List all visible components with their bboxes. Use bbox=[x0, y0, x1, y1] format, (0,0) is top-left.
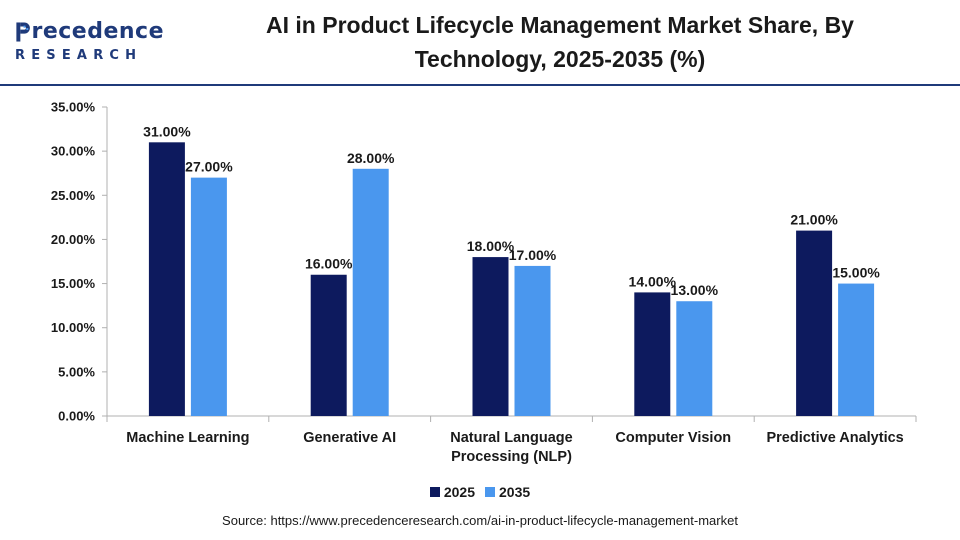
x-tick-label: Machine Learning bbox=[126, 430, 249, 446]
legend-item-2025: 2025 bbox=[429, 484, 475, 500]
data-label-2025: 14.00% bbox=[629, 273, 677, 289]
data-label-2035: 27.00% bbox=[185, 159, 233, 175]
x-tick-label: Generative AI bbox=[303, 430, 396, 446]
x-tick-label: Processing (NLP) bbox=[451, 449, 572, 465]
bar-2025 bbox=[634, 292, 671, 416]
legend-label-2035: 2035 bbox=[499, 484, 531, 500]
x-tick-label: Predictive Analytics bbox=[766, 430, 903, 446]
bar-2025 bbox=[472, 257, 509, 416]
x-tick-label: Natural Language bbox=[450, 430, 572, 446]
data-label-2035: 28.00% bbox=[347, 150, 395, 166]
y-tick-label: 35.00% bbox=[51, 100, 96, 115]
logo-wordmark: recedence bbox=[31, 19, 164, 44]
y-tick-label: 25.00% bbox=[51, 188, 96, 203]
bar-2035 bbox=[352, 168, 389, 416]
x-tick-label: Computer Vision bbox=[615, 430, 731, 446]
data-label-2035: 15.00% bbox=[832, 265, 880, 281]
data-label-2025: 31.00% bbox=[143, 123, 191, 139]
legend-swatch-2035 bbox=[485, 487, 495, 497]
data-label-2025: 21.00% bbox=[790, 212, 838, 228]
legend-swatch-2025 bbox=[429, 487, 440, 497]
chart-title-line-2: Technology, 2025-2035 (%) bbox=[414, 46, 706, 72]
legend-item-2035: 2035 bbox=[485, 484, 530, 500]
bar-2035 bbox=[190, 177, 227, 416]
bar-2025 bbox=[310, 274, 347, 416]
legend-label-2025: 2025 bbox=[443, 484, 475, 500]
chart-legend: 2025 2035 bbox=[0, 484, 960, 500]
bar-chart: 0.00% 5.00% 10.00% 15.00% 20.00% 25.00% 30.00%… bbox=[51, 100, 917, 465]
bar-2025 bbox=[796, 230, 833, 416]
y-tick-label: 0.00% bbox=[58, 409, 95, 424]
bar-2035 bbox=[838, 283, 875, 416]
company-logo: recedence RESEARCH bbox=[14, 16, 164, 66]
data-label-2025: 16.00% bbox=[305, 256, 353, 272]
bar-2035 bbox=[676, 301, 713, 416]
chart-title-line-1: AI in Product Lifecycle Management Marke… bbox=[266, 12, 854, 38]
y-tick-label: 15.00% bbox=[51, 276, 96, 291]
y-tick-label: 10.00% bbox=[51, 320, 96, 335]
logo-subtitle: RESEARCH bbox=[15, 48, 143, 63]
bar-2035 bbox=[514, 265, 551, 416]
chart-title: AI in Product Lifecycle Management Marke… bbox=[175, 8, 945, 76]
header-divider bbox=[0, 84, 960, 86]
data-label-2035: 17.00% bbox=[509, 247, 557, 263]
header: recedence RESEARCH AI in Product Lifecyc… bbox=[0, 0, 960, 84]
logo-p-icon bbox=[16, 22, 30, 42]
bar-2025 bbox=[148, 142, 185, 417]
data-label-2035: 13.00% bbox=[671, 282, 719, 298]
data-label-2025: 18.00% bbox=[467, 238, 515, 254]
source-note: Source: https://www.precedenceresearch.c… bbox=[222, 513, 738, 528]
y-tick-label: 30.00% bbox=[51, 144, 96, 159]
y-tick-label: 5.00% bbox=[58, 364, 95, 379]
y-tick-label: 20.00% bbox=[51, 232, 96, 247]
